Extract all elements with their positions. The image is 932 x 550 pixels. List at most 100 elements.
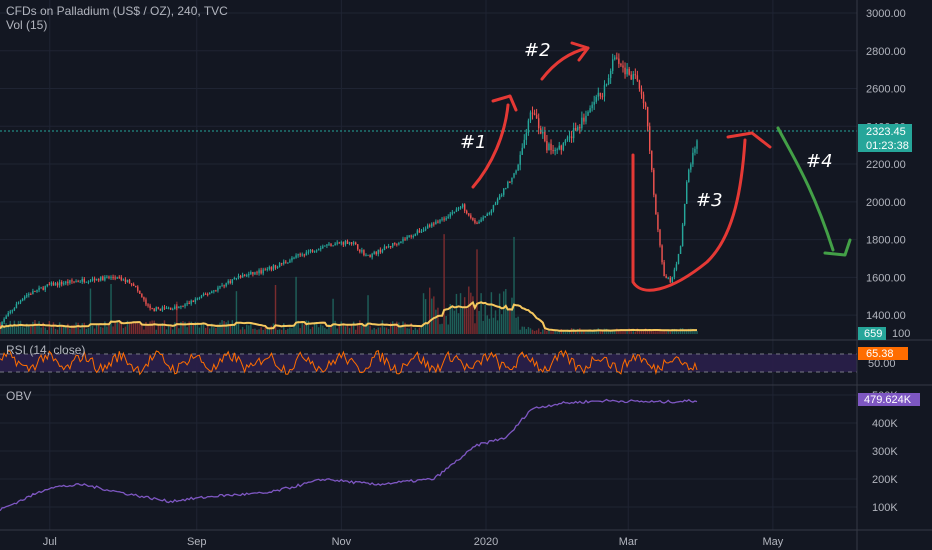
volume-bar [389, 322, 392, 334]
volume-bar [262, 329, 264, 334]
candle-body [373, 251, 375, 254]
candle-body [274, 265, 277, 268]
volume-bar [688, 328, 690, 334]
candle-body [297, 254, 299, 256]
volume-bar [463, 297, 466, 334]
candle-body [215, 290, 217, 292]
candle-body [439, 219, 441, 223]
volume-bar [400, 325, 402, 334]
candle-body [50, 282, 53, 285]
volume-bar [217, 325, 219, 334]
candle-body [599, 92, 602, 97]
volume-bar [118, 322, 120, 334]
candle-body [616, 57, 618, 59]
volume-bar [363, 324, 365, 334]
volume-bar [431, 298, 433, 334]
candle-body [5, 316, 7, 319]
obv-tick-label: 300K [872, 446, 898, 458]
volume-bar [143, 329, 145, 334]
chart-title[interactable]: CFDs on Palladium (US$ / OZ), 240, TVC [6, 4, 228, 18]
candle-body [32, 291, 34, 295]
candle-body [213, 290, 215, 292]
candle-body [449, 213, 451, 217]
volume-bar [110, 284, 112, 334]
volume-bar [34, 320, 36, 334]
volume-bar [344, 326, 347, 334]
volume-bar [63, 326, 65, 334]
candle-body [447, 216, 449, 218]
candle-body [459, 207, 462, 209]
candle-body [587, 112, 589, 116]
annotation-arrow-1-head [491, 94, 518, 112]
volume-bar [287, 328, 289, 334]
candle-body [655, 194, 657, 215]
candle-body [217, 287, 219, 291]
volume-bar [274, 284, 277, 334]
volume-bar [248, 325, 250, 334]
volume-bar [614, 330, 616, 334]
candle-body [679, 246, 682, 255]
candle-body [130, 283, 133, 285]
volume-bar [375, 329, 377, 334]
volume-bar [165, 329, 168, 334]
volume-bar [476, 249, 478, 334]
candle-body [155, 307, 157, 311]
candle-body [85, 281, 88, 283]
volume-bar [451, 306, 454, 334]
candle-body [153, 308, 155, 311]
candle-body [638, 80, 641, 89]
candle-body [579, 127, 581, 129]
candle-body [657, 214, 659, 230]
candle-body [377, 249, 380, 255]
volume-bar [657, 329, 659, 334]
rsi-legend[interactable]: RSI (14, close) [6, 343, 86, 357]
candle-body [365, 254, 367, 256]
candle-body [338, 242, 340, 244]
candle-body [406, 236, 408, 240]
volume-bar [437, 307, 439, 334]
rsi-value: 65.38 [866, 348, 894, 360]
candle-body [268, 267, 271, 269]
candle-body [614, 57, 616, 60]
volume-bar [17, 320, 20, 334]
volume-bar [126, 320, 129, 334]
candle-body [188, 302, 190, 304]
volume-bar [315, 323, 318, 334]
volume-bar [52, 322, 55, 334]
candle-body [509, 181, 511, 183]
candle-body [180, 306, 182, 308]
volume-bar [683, 329, 686, 334]
volume-legend[interactable]: Vol (15) [6, 18, 48, 32]
volume-bar [599, 330, 602, 334]
volume-bar [223, 321, 225, 334]
candle-body [515, 170, 517, 174]
volume-bar [89, 288, 92, 334]
candle-body [11, 310, 14, 312]
candle-body [276, 266, 279, 268]
candle-body [176, 306, 178, 309]
candle-body [648, 126, 651, 151]
candle-body [320, 248, 322, 250]
candle-body [453, 211, 456, 213]
volume-bar [644, 328, 647, 334]
trend-annotations [471, 41, 852, 292]
volume-bar [313, 321, 316, 334]
candle-body [577, 127, 579, 131]
candle-body [221, 285, 223, 287]
price-tick-label: 2000.00 [866, 197, 906, 209]
volume-bar [523, 326, 526, 334]
volume-bar [206, 323, 209, 334]
volume-bar [221, 320, 223, 334]
volume-bar [468, 286, 470, 334]
volume-bar [67, 323, 69, 334]
candle-body [521, 147, 523, 155]
volume-bar [87, 328, 90, 334]
volume-bar [289, 327, 291, 334]
obv-legend[interactable]: OBV [6, 389, 32, 403]
candle-body [192, 300, 194, 303]
volume-bar [632, 329, 634, 334]
volume-bar [677, 331, 680, 334]
price-badges: 2323.45 01:23:38 659 100 50.00 65.38 479… [858, 124, 920, 406]
volume-bar [519, 329, 521, 334]
